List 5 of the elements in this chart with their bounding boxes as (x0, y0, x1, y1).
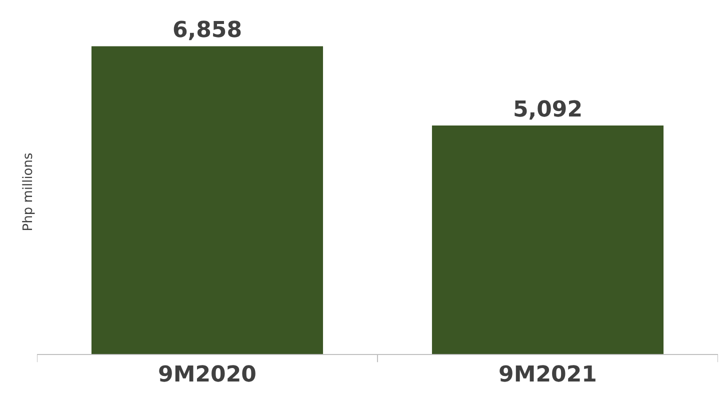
data-label: 5,092 (512, 97, 583, 122)
y-axis-title: Php millions (20, 152, 36, 232)
data-label: 6,858 (172, 18, 242, 44)
x-tick-label: 9M2021 (498, 362, 597, 388)
x-tick-label: 9M2020 (158, 362, 256, 388)
